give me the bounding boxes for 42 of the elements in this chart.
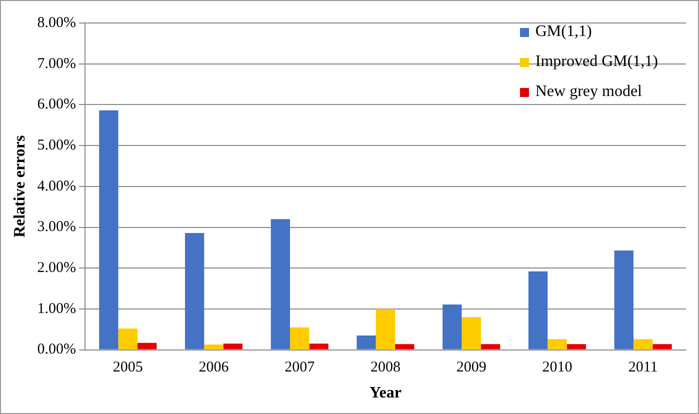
bar (99, 110, 118, 350)
bar (270, 219, 290, 350)
y-tick-label: 4.00% (37, 178, 76, 194)
x-axis-title: Year (369, 384, 402, 402)
bar (528, 271, 548, 350)
legend-label: New grey model (535, 83, 642, 101)
bar (614, 250, 634, 350)
bar (480, 344, 500, 350)
bar (442, 304, 462, 350)
x-tick-label: 2009 (456, 360, 486, 376)
y-tick-label: 8.00% (37, 14, 76, 31)
bar (204, 344, 224, 350)
bar (309, 344, 328, 350)
y-axis-title: Relative errors (12, 135, 29, 238)
bar (290, 327, 310, 350)
bar (184, 232, 204, 350)
x-tick-label: 2010 (542, 360, 572, 376)
legend-label: GM(1,1) (535, 23, 592, 41)
y-tick-label: 6.00% (37, 96, 76, 113)
y-tick-label: 7.00% (37, 56, 76, 72)
x-tick-label: 2008 (370, 360, 400, 376)
bar (223, 344, 243, 350)
y-tick-label: 0.00% (37, 342, 76, 358)
y-tick-label: 5.00% (37, 137, 76, 154)
bar (376, 308, 396, 350)
y-tick-label: 3.00% (37, 219, 76, 236)
bar (566, 344, 586, 350)
x-tick-label: 2006 (198, 360, 230, 376)
bar (462, 317, 481, 350)
bar (137, 342, 157, 350)
x-tick-label: 2011 (628, 360, 658, 376)
bar (548, 339, 567, 350)
bar (395, 344, 414, 350)
bar (652, 344, 672, 350)
y-tick-label: 2.00% (37, 260, 76, 276)
y-tick-label: 1.00% (37, 300, 76, 317)
x-tick-label: 2005 (112, 360, 143, 376)
legend-label: Improved GM(1,1) (535, 53, 658, 71)
x-tick-label: 2007 (284, 360, 316, 376)
bar (356, 336, 376, 350)
bar (118, 328, 138, 350)
bar (633, 339, 653, 350)
